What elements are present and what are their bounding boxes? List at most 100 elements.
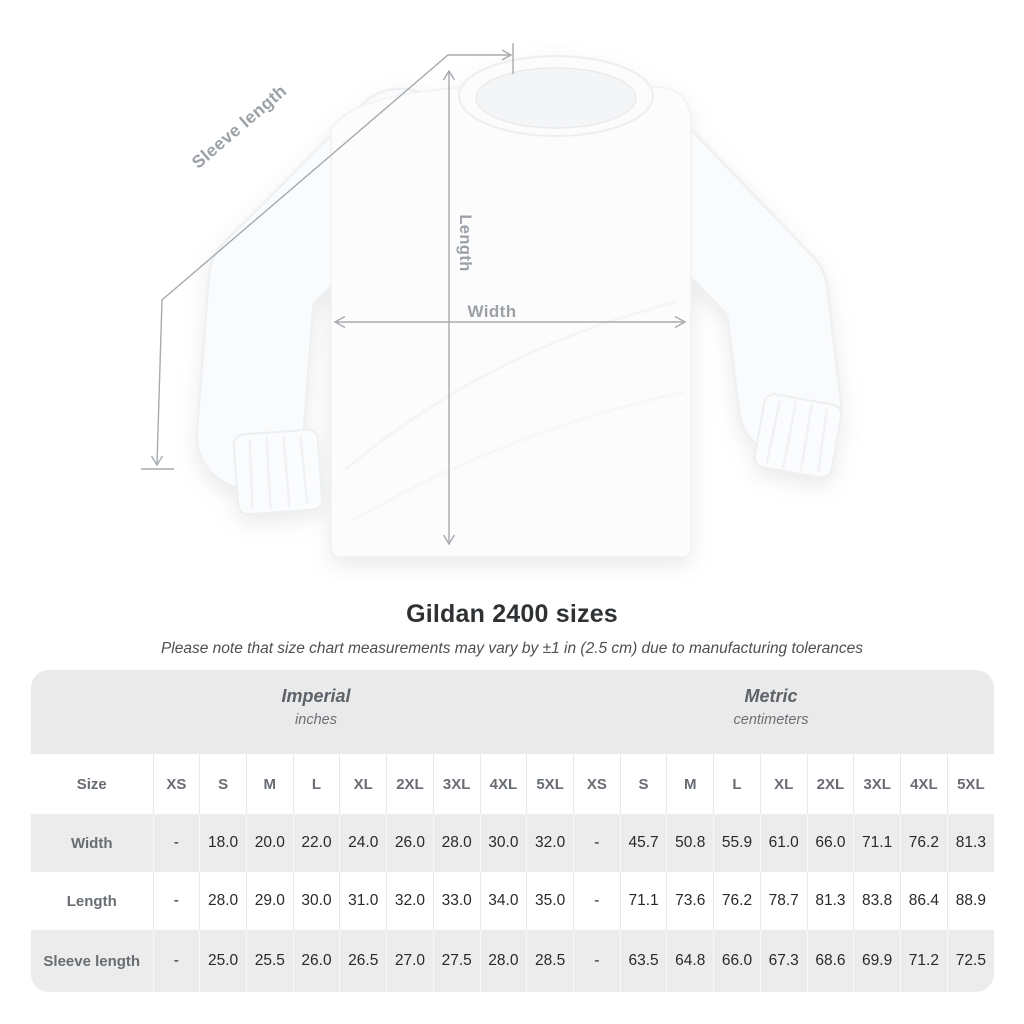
shirt-crease	[349, 390, 685, 524]
cell: -	[152, 872, 200, 930]
shirt-graphic: Sleeve length Length Width	[141, 43, 843, 558]
shirt-crease	[344, 300, 677, 472]
unit-sub-imperial: inches	[295, 712, 337, 728]
size-header-row: Size XS S M L XL 2XL 3XL 4XL 5XL XS S M …	[31, 754, 994, 814]
cell: 25.5	[245, 930, 294, 992]
size-col-header: 5XL	[526, 754, 574, 814]
shirt-image	[195, 55, 843, 558]
size-col-header: S	[199, 754, 247, 814]
cell: 18.0	[199, 814, 247, 872]
unit-name-metric: Metric	[744, 686, 798, 706]
size-col-header: 5XL	[946, 754, 994, 814]
cell: 29.0	[245, 872, 294, 930]
unit-band: Imperial inches Metric centimeters	[31, 670, 994, 754]
cell: 25.0	[199, 930, 247, 992]
cell: 69.9	[853, 930, 901, 992]
cell: 55.9	[713, 814, 761, 872]
cell: 32.0	[386, 872, 434, 930]
size-col-header: M	[245, 754, 294, 814]
cell: 71.1	[853, 814, 901, 872]
size-col-header: 4XL	[479, 754, 527, 814]
size-col-header: 2XL	[806, 754, 854, 814]
size-col-header: 3XL	[853, 754, 901, 814]
cell: 26.5	[339, 930, 387, 992]
size-col-header: 4XL	[900, 754, 948, 814]
cell: 50.8	[666, 814, 714, 872]
cell: 27.0	[386, 930, 434, 992]
size-col-header: XS	[152, 754, 200, 814]
sleeve-measure-line	[156, 54, 509, 465]
row-label-width: Width	[70, 834, 113, 852]
unit-group-imperial: Imperial inches	[281, 686, 350, 728]
width-label: Width	[467, 302, 516, 321]
cell: 66.0	[806, 814, 854, 872]
measurement-lines	[141, 43, 687, 546]
cell: 81.3	[806, 872, 854, 930]
length-arrow-down-icon	[442, 534, 456, 546]
length-label: Length	[456, 214, 474, 271]
cell: 63.5	[619, 930, 667, 992]
cell: 72.5	[946, 930, 994, 992]
size-col-header: S	[619, 754, 667, 814]
cell: -	[572, 930, 621, 992]
cell: 28.5	[526, 930, 574, 992]
cell: 35.0	[526, 872, 574, 930]
cell: 76.2	[713, 872, 761, 930]
cell: 71.1	[619, 872, 667, 930]
shirt-collar-inner	[475, 67, 637, 129]
cell: 26.0	[292, 930, 340, 992]
size-corner-label: Size	[76, 775, 107, 793]
page-subtitle: Please note that size chart measurements…	[160, 640, 864, 657]
row-label-sleeve-length: Sleeve length	[43, 952, 141, 970]
unit-name-imperial: Imperial	[281, 686, 351, 706]
size-col-header: XL	[759, 754, 808, 814]
cell: 86.4	[900, 872, 948, 930]
sleeve-arrow-down-icon	[150, 455, 164, 467]
size-table: Imperial inches Metric centimeters Size …	[31, 670, 994, 992]
cell: 24.0	[339, 814, 387, 872]
size-col-header: L	[292, 754, 340, 814]
cell: 28.0	[432, 814, 481, 872]
cell: 71.2	[900, 930, 948, 992]
cell: 28.0	[199, 872, 247, 930]
size-table-grid: Size XS S M L XL 2XL 3XL 4XL 5XL XS S M …	[31, 754, 994, 992]
cell: -	[572, 814, 621, 872]
cell: 32.0	[526, 814, 574, 872]
shirt-left-cuff	[232, 428, 324, 516]
cell: 20.0	[245, 814, 294, 872]
page-title: Gildan 2400 sizes	[406, 600, 618, 628]
row-label-length: Length	[66, 892, 117, 910]
cell: 64.8	[666, 930, 714, 992]
cell: 26.0	[386, 814, 434, 872]
cell: 88.9	[946, 872, 994, 930]
size-col-header: M	[666, 754, 714, 814]
cell: 61.0	[759, 814, 808, 872]
cell: 81.3	[946, 814, 994, 872]
cell: 30.0	[292, 872, 340, 930]
sleeve-arrow-right-icon	[501, 49, 513, 61]
cell: 73.6	[666, 872, 714, 930]
size-col-header: XL	[339, 754, 387, 814]
cell: 27.5	[432, 930, 481, 992]
unit-group-metric: Metric centimeters	[734, 686, 809, 728]
cell: 76.2	[900, 814, 948, 872]
table-row-sleeve-length: Sleeve length - 25.0 25.5 26.0 26.5 27.0…	[31, 930, 994, 992]
table-row-length: Length - 28.0 29.0 30.0 31.0 32.0 33.0 3…	[31, 872, 994, 930]
cell: 33.0	[432, 872, 481, 930]
cell: 45.7	[619, 814, 667, 872]
size-col-header: L	[713, 754, 761, 814]
cell: 28.0	[479, 930, 527, 992]
length-arrow-up-icon	[442, 69, 456, 81]
cell: 31.0	[339, 872, 387, 930]
cell: -	[152, 930, 200, 992]
cell: 66.0	[713, 930, 761, 992]
width-arrow-left-icon	[333, 315, 346, 329]
cell: 30.0	[479, 814, 527, 872]
unit-sub-metric: centimeters	[733, 712, 809, 728]
cell: 34.0	[479, 872, 527, 930]
cell: 22.0	[292, 814, 340, 872]
shirt-right-cuff	[753, 393, 843, 479]
cell: 67.3	[759, 930, 808, 992]
cell: 78.7	[759, 872, 808, 930]
width-arrow-right-icon	[674, 315, 687, 329]
